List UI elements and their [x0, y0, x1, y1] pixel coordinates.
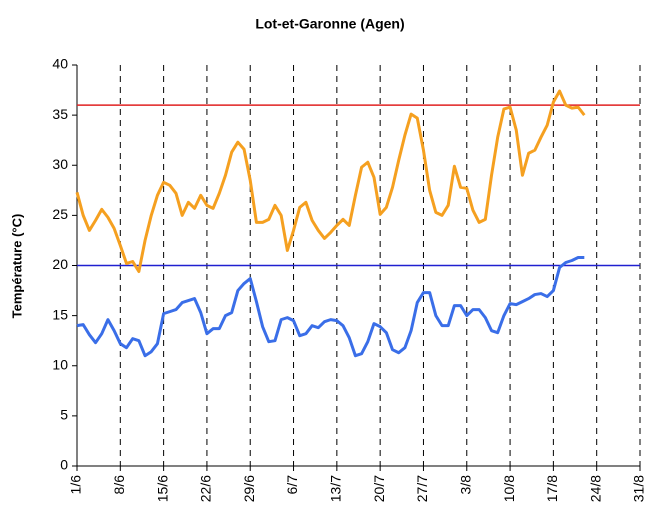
x-tick-label: 1/6	[68, 475, 84, 495]
y-tick-label: 0	[60, 457, 68, 473]
x-tick-label: 8/6	[111, 475, 127, 495]
x-tick-label: 20/7	[371, 475, 387, 502]
x-tick-label: 10/8	[501, 475, 517, 502]
x-tick-label: 24/8	[587, 475, 603, 502]
y-tick-label: 30	[52, 156, 68, 172]
series-line	[76, 255, 585, 358]
y-tick-label: 10	[52, 356, 68, 372]
x-tick-label: 15/6	[154, 475, 170, 502]
x-tick-label: 6/7	[284, 475, 300, 495]
y-tick-label: 35	[52, 106, 68, 122]
series-line	[75, 89, 586, 274]
y-tick-label: 25	[52, 206, 68, 222]
y-axis-label: Température (°C)	[9, 214, 24, 319]
y-tick-label: 40	[52, 56, 68, 72]
y-tick-label: 5	[60, 407, 68, 423]
x-tick-label: 13/7	[328, 475, 344, 502]
x-tick-label: 17/8	[544, 475, 560, 502]
x-tick-label: 22/6	[198, 475, 214, 502]
y-tick-label: 15	[52, 306, 68, 322]
x-tick-label: 31/8	[631, 475, 647, 502]
chart-title: Lot-et-Garonne (Agen)	[255, 16, 404, 32]
y-tick-label: 20	[52, 256, 68, 272]
x-tick-label: 29/6	[241, 475, 257, 502]
x-tick-label: 27/7	[414, 475, 430, 502]
x-tick-label: 3/8	[457, 475, 473, 495]
